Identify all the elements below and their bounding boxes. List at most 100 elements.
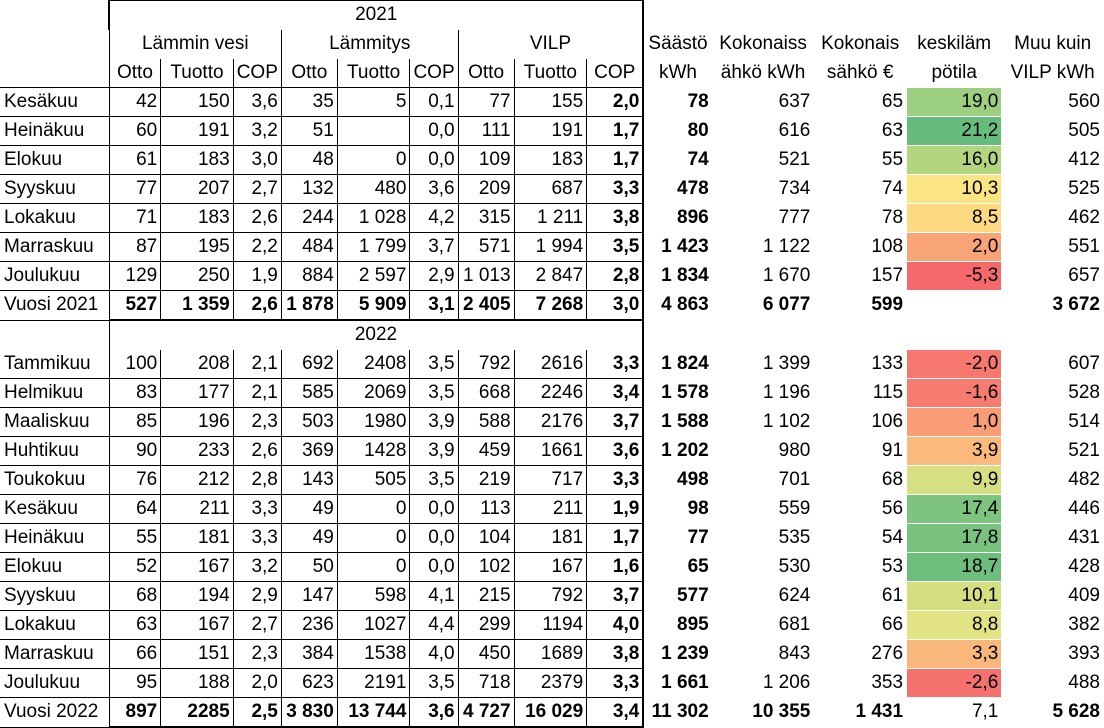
cell-po: 109 [458, 145, 515, 175]
cell-vc: 2,2 [233, 232, 282, 262]
cell-lc: 0,0 [409, 116, 459, 146]
cell-t: 10,3 [906, 174, 1002, 204]
cell-vo: 77 [108, 174, 162, 204]
cell-m: 393 [1068, 643, 1100, 664]
cell-po: 209 [458, 174, 515, 204]
cell-lo: 49 [281, 494, 338, 524]
month-label: Heinäkuu [0, 523, 110, 553]
cell-vo: 527 [108, 290, 162, 321]
cell-lt: 480 [337, 174, 411, 204]
cell-ke: 1 431 [855, 701, 904, 723]
cell-vc: 2,5 [233, 697, 282, 728]
cell-s: 65 [687, 556, 709, 577]
cell-ke: 108 [871, 236, 904, 257]
cell-pc: 3,6 [586, 436, 645, 466]
cell-lo: 48 [281, 145, 338, 175]
cell-ke: 53 [881, 556, 904, 577]
cell-s: 895 [677, 614, 709, 635]
month-row: Kesäkuu 64 211 3,3 49 0 0,0 113 211 1,9 98 559 56 17,… [0, 494, 1104, 524]
cell-vo: 71 [108, 203, 162, 233]
blank-cell [0, 320, 110, 350]
month-label: Lokakuu [0, 203, 110, 233]
cell-s: 1 423 [661, 236, 709, 257]
cell-vt: 195 [160, 232, 234, 262]
cell-s: 1 202 [661, 440, 709, 461]
cell-lt: 2408 [337, 349, 411, 379]
cell-lc: 3,1 [409, 290, 459, 321]
cell-pc: 3,0 [586, 290, 645, 321]
cell-t: 10,1 [906, 581, 1002, 611]
cell-vt: 207 [160, 174, 234, 204]
cell-s: 1 661 [661, 672, 709, 693]
cell-po: 2 405 [458, 290, 515, 321]
cell-kk: 559 [778, 498, 811, 519]
cell-pt: 211 [514, 494, 588, 524]
cell-t: 16,0 [906, 145, 1002, 175]
cell-vo: 61 [108, 145, 162, 175]
col-tuotto: Tuotto [160, 58, 234, 88]
cell-t: 8,8 [906, 610, 1002, 640]
month-label: Marraskuu [0, 232, 110, 262]
cell-vt: 167 [160, 552, 234, 582]
muu-header: Muu kuin [1014, 33, 1092, 54]
cell-pt: 2 847 [514, 261, 588, 291]
cell-pt: 717 [514, 465, 588, 495]
cell-m: 514 [1068, 411, 1100, 432]
cell-kk: 980 [778, 440, 811, 461]
cell-pc: 3,3 [586, 174, 645, 204]
cell-lc: 3,5 [409, 378, 459, 408]
cell-po: 718 [458, 668, 515, 698]
cell-ke: 55 [881, 149, 904, 170]
cell-pc: 3,3 [586, 349, 645, 379]
cell-vo: 42 [108, 87, 162, 117]
cell-m: 428 [1068, 556, 1100, 577]
cell-ke: 115 [872, 382, 904, 403]
cell-lt: 2191 [337, 668, 411, 698]
saasto-header: Säästö [648, 33, 708, 54]
cell-pt: 2246 [514, 378, 588, 408]
cell-lt: 1 799 [337, 232, 411, 262]
cell-vt: 188 [160, 668, 234, 698]
cell-vo: 60 [108, 116, 162, 146]
cell-m: 607 [1068, 353, 1100, 374]
cell-lt: 505 [337, 465, 411, 495]
cell-lc: 3,9 [409, 407, 459, 437]
month-label: Elokuu [0, 145, 110, 175]
month-row: Joulukuu 129 250 1,9 884 2 597 2,9 1 013 2 847 2,… [0, 261, 1104, 291]
month-row: Elokuu 61 183 3,0 48 0 0,0 109 183 1,7 74 521 55 16,0… [0, 145, 1104, 175]
cell-pc: 3,5 [586, 232, 645, 262]
col-cop: COP [586, 58, 645, 88]
cell-vo: 68 [108, 581, 162, 611]
cell-lc: 3,5 [409, 349, 459, 379]
col-cop: COP [233, 58, 282, 88]
cell-pc: 1,9 [586, 494, 645, 524]
cell-m: 3 672 [1052, 294, 1100, 316]
cell-vc: 2,3 [233, 407, 282, 437]
cell-kk: 681 [778, 614, 811, 635]
cell-pt: 167 [514, 552, 588, 582]
cell-vt: 2285 [160, 697, 234, 728]
cell-lt: 13 744 [337, 697, 411, 728]
cell-lc: 3,7 [409, 232, 459, 262]
cell-vt: 167 [160, 610, 234, 640]
cell-po: 299 [458, 610, 515, 640]
cell-pt: 181 [514, 523, 588, 553]
cell-vc: 3,2 [233, 552, 282, 582]
cell-m: 657 [1068, 265, 1100, 286]
cell-pt: 16 029 [514, 697, 588, 728]
cell-lc: 0,0 [409, 494, 459, 524]
cell-m: 446 [1068, 498, 1100, 519]
cell-t: -1,6 [906, 378, 1002, 408]
cell-po: 571 [458, 232, 515, 262]
cell-pt: 2176 [514, 407, 588, 437]
blank-cell [712, 320, 814, 350]
cell-vt: 233 [160, 436, 234, 466]
cell-vt: 183 [160, 203, 234, 233]
cell-vo: 897 [108, 697, 162, 728]
cell-pt: 792 [514, 581, 588, 611]
cell-vt: 212 [160, 465, 234, 495]
cell-lt: 1027 [337, 610, 411, 640]
month-row: Helmikuu 83 177 2,1 585 2069 3,5 668 2246 3,4 1 57… [0, 378, 1104, 408]
cell-lt: 1 028 [337, 203, 411, 233]
cell-ke: 63 [881, 120, 904, 141]
